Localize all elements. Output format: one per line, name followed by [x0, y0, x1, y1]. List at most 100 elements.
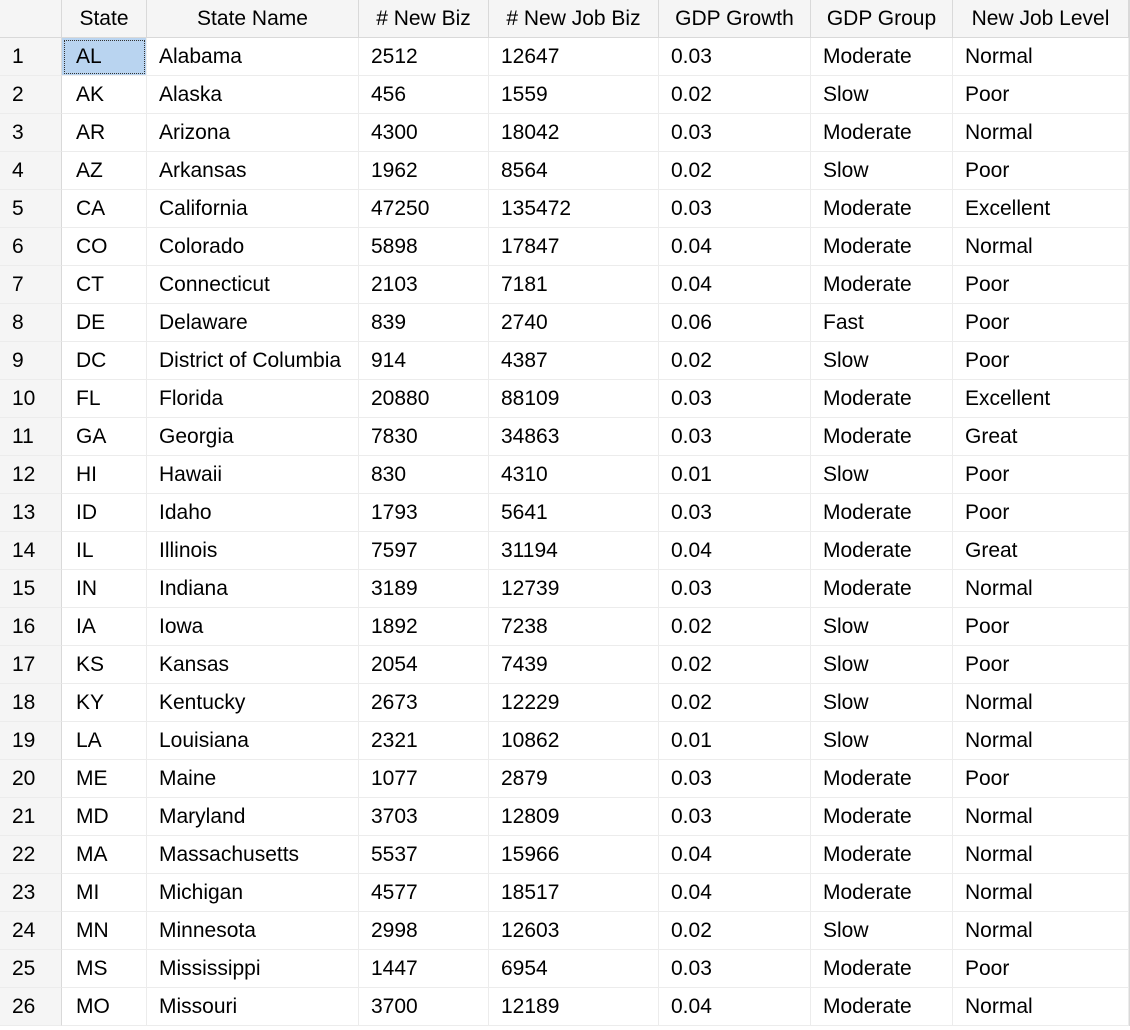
cell-gdp-group[interactable]: Slow [811, 646, 953, 684]
cell-new-job-level[interactable]: Poor [953, 266, 1129, 304]
row-header[interactable]: 9 [0, 342, 62, 380]
cell-state-name[interactable]: District of Columbia [147, 342, 359, 380]
cell-state-name[interactable]: Delaware [147, 304, 359, 342]
cell-state-name[interactable]: Louisiana [147, 722, 359, 760]
cell-new-job-level[interactable]: Poor [953, 304, 1129, 342]
cell-gdp-growth[interactable]: 0.04 [659, 874, 811, 912]
column-header-new-job-level[interactable]: New Job Level [953, 0, 1129, 38]
cell-gdp-group[interactable]: Slow [811, 342, 953, 380]
cell-state[interactable]: KY [62, 684, 147, 722]
cell-new-job-level[interactable]: Poor [953, 760, 1129, 798]
cell-state[interactable]: CA [62, 190, 147, 228]
cell-gdp-growth[interactable]: 0.03 [659, 950, 811, 988]
cell-gdp-group[interactable]: Slow [811, 722, 953, 760]
cell-gdp-growth[interactable]: 0.03 [659, 114, 811, 152]
cell-new-job-biz[interactable]: 135472 [489, 190, 659, 228]
cell-state[interactable]: MI [62, 874, 147, 912]
cell-gdp-group[interactable]: Moderate [811, 950, 953, 988]
cell-state[interactable]: AR [62, 114, 147, 152]
cell-gdp-growth[interactable]: 0.04 [659, 266, 811, 304]
cell-new-job-level[interactable]: Poor [953, 494, 1129, 532]
cell-state-name[interactable]: Alabama [147, 38, 359, 76]
cell-new-biz[interactable]: 7830 [359, 418, 489, 456]
cell-state[interactable]: AZ [62, 152, 147, 190]
cell-gdp-group[interactable]: Moderate [811, 532, 953, 570]
column-header-state-name[interactable]: State Name [147, 0, 359, 38]
cell-gdp-growth[interactable]: 0.03 [659, 570, 811, 608]
cell-new-job-level[interactable]: Normal [953, 570, 1129, 608]
cell-gdp-growth[interactable]: 0.02 [659, 76, 811, 114]
cell-new-job-level[interactable]: Normal [953, 912, 1129, 950]
cell-new-job-biz[interactable]: 5641 [489, 494, 659, 532]
cell-gdp-growth[interactable]: 0.03 [659, 798, 811, 836]
cell-new-job-biz[interactable]: 10862 [489, 722, 659, 760]
cell-gdp-growth[interactable]: 0.04 [659, 228, 811, 266]
cell-gdp-group[interactable]: Slow [811, 152, 953, 190]
cell-gdp-group[interactable]: Moderate [811, 418, 953, 456]
cell-new-job-level[interactable]: Normal [953, 988, 1129, 1026]
cell-state[interactable]: IA [62, 608, 147, 646]
row-header[interactable]: 6 [0, 228, 62, 266]
cell-state[interactable]: HI [62, 456, 147, 494]
row-header[interactable]: 26 [0, 988, 62, 1026]
cell-state-name[interactable]: Idaho [147, 494, 359, 532]
cell-gdp-group[interactable]: Slow [811, 684, 953, 722]
cell-state-name[interactable]: Missouri [147, 988, 359, 1026]
cell-state-name[interactable]: Indiana [147, 570, 359, 608]
cell-new-biz[interactable]: 2512 [359, 38, 489, 76]
cell-state[interactable]: IL [62, 532, 147, 570]
cell-gdp-growth[interactable]: 0.03 [659, 380, 811, 418]
cell-gdp-growth[interactable]: 0.02 [659, 152, 811, 190]
cell-new-job-biz[interactable]: 15966 [489, 836, 659, 874]
cell-new-job-level[interactable]: Great [953, 418, 1129, 456]
cell-new-job-level[interactable]: Poor [953, 456, 1129, 494]
cell-state[interactable]: MD [62, 798, 147, 836]
cell-state[interactable]: MA [62, 836, 147, 874]
cell-gdp-group[interactable]: Moderate [811, 570, 953, 608]
cell-gdp-growth[interactable]: 0.02 [659, 608, 811, 646]
cell-new-job-level[interactable]: Excellent [953, 190, 1129, 228]
cell-new-biz[interactable]: 5898 [359, 228, 489, 266]
cell-state[interactable]: MO [62, 988, 147, 1026]
cell-new-job-biz[interactable]: 4387 [489, 342, 659, 380]
cell-gdp-group[interactable]: Slow [811, 912, 953, 950]
cell-new-biz[interactable]: 1892 [359, 608, 489, 646]
cell-state[interactable]: LA [62, 722, 147, 760]
cell-new-biz[interactable]: 3189 [359, 570, 489, 608]
row-header[interactable]: 20 [0, 760, 62, 798]
row-header[interactable]: 4 [0, 152, 62, 190]
cell-new-job-level[interactable]: Great [953, 532, 1129, 570]
cell-state[interactable]: MN [62, 912, 147, 950]
cell-new-job-level[interactable]: Poor [953, 646, 1129, 684]
cell-state[interactable]: CO [62, 228, 147, 266]
row-header[interactable]: 2 [0, 76, 62, 114]
cell-new-job-biz[interactable]: 8564 [489, 152, 659, 190]
cell-state-name[interactable]: Mississippi [147, 950, 359, 988]
row-header[interactable]: 24 [0, 912, 62, 950]
cell-gdp-group[interactable]: Slow [811, 456, 953, 494]
cell-gdp-growth[interactable]: 0.01 [659, 456, 811, 494]
row-header[interactable]: 8 [0, 304, 62, 342]
cell-new-biz[interactable]: 4300 [359, 114, 489, 152]
cell-gdp-group[interactable]: Moderate [811, 190, 953, 228]
row-header[interactable]: 1 [0, 38, 62, 76]
cell-state-name[interactable]: Arkansas [147, 152, 359, 190]
cell-gdp-group[interactable]: Slow [811, 608, 953, 646]
cell-state-name[interactable]: Alaska [147, 76, 359, 114]
cell-new-job-biz[interactable]: 34863 [489, 418, 659, 456]
cell-state-name[interactable]: Illinois [147, 532, 359, 570]
row-header[interactable]: 11 [0, 418, 62, 456]
row-header[interactable]: 5 [0, 190, 62, 228]
cell-gdp-group[interactable]: Moderate [811, 38, 953, 76]
cell-gdp-group[interactable]: Moderate [811, 114, 953, 152]
row-header[interactable]: 14 [0, 532, 62, 570]
cell-gdp-growth[interactable]: 0.06 [659, 304, 811, 342]
row-header[interactable]: 7 [0, 266, 62, 304]
cell-new-biz[interactable]: 2054 [359, 646, 489, 684]
cell-gdp-group[interactable]: Moderate [811, 836, 953, 874]
cell-state[interactable]: KS [62, 646, 147, 684]
cell-new-job-level[interactable]: Excellent [953, 380, 1129, 418]
cell-new-job-level[interactable]: Poor [953, 608, 1129, 646]
cell-state-name[interactable]: California [147, 190, 359, 228]
